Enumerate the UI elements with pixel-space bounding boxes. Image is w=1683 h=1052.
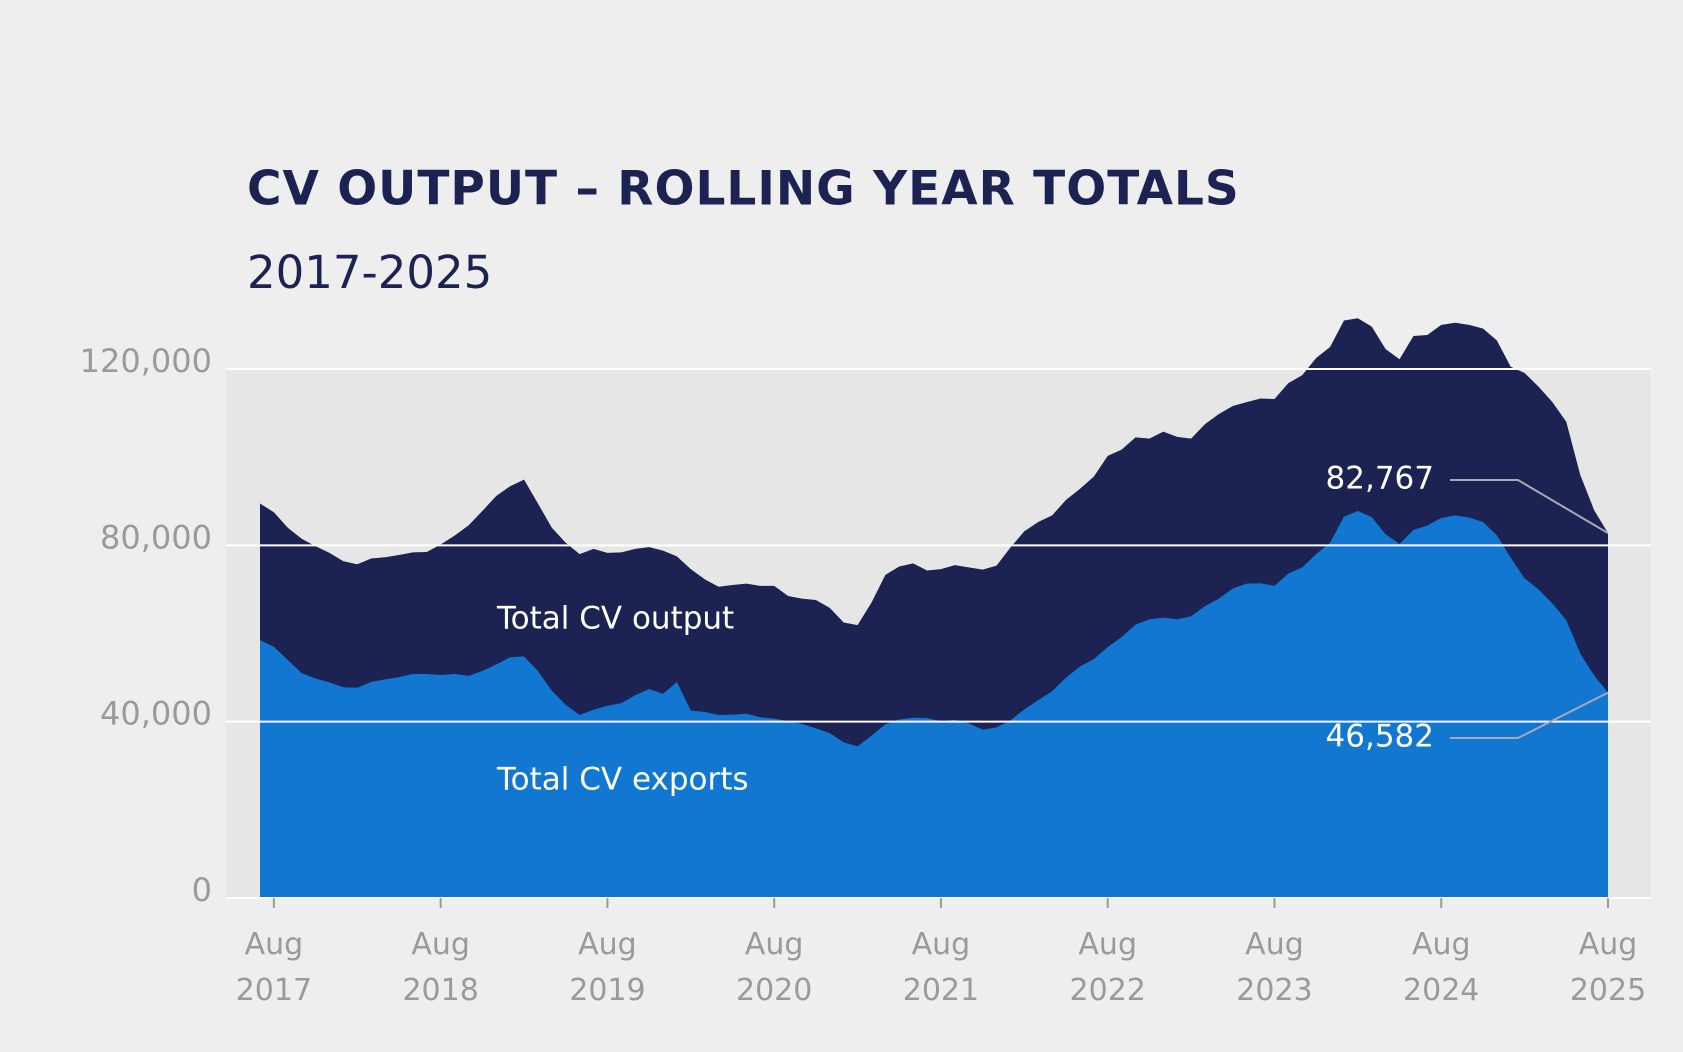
x-tick-label: Aug 2023 <box>1236 927 1313 1008</box>
area <box>260 510 1608 898</box>
chart-title: CV OUTPUT – ROLLING YEAR TOTALS <box>247 162 1240 217</box>
x-tick-label: Aug 2025 <box>1569 927 1647 1008</box>
series-label: Total CV exports <box>496 762 749 798</box>
x-tick-label: Aug 2018 <box>402 927 479 1008</box>
leader-line <box>1450 691 1609 739</box>
x-tick-label: Aug 2020 <box>735 927 813 1008</box>
value-label: 46,582 <box>1326 719 1434 755</box>
y-tick-label: 0 <box>192 871 212 909</box>
series-label: Total CV output <box>496 601 734 637</box>
leader-line <box>1450 479 1609 534</box>
chart-subtitle: 2017-2025 <box>247 246 492 299</box>
y-tick-label: 120,000 <box>80 342 212 380</box>
x-tick-label: Aug 2024 <box>1403 927 1480 1008</box>
y-tick-label: 80,000 <box>100 518 212 556</box>
value-label: 82,767 <box>1326 461 1434 497</box>
x-tick-label: Aug 2021 <box>902 927 980 1008</box>
x-tick-label: Aug 2022 <box>1069 927 1146 1008</box>
x-tick-label: Aug 2017 <box>235 927 313 1008</box>
y-tick-label: 40,000 <box>100 695 212 733</box>
x-tick-label: Aug 2019 <box>569 927 646 1008</box>
